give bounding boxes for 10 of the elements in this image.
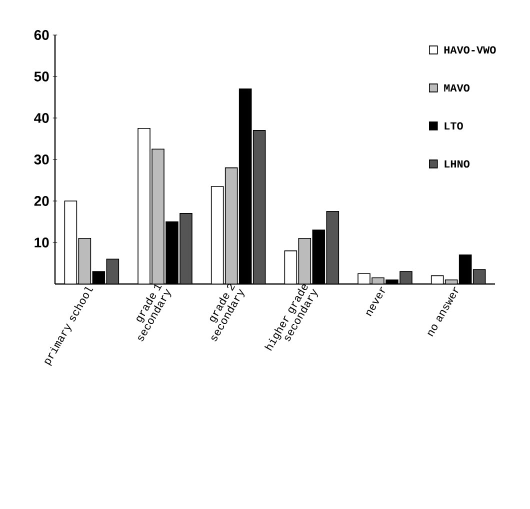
y-tick-label: 30 xyxy=(34,154,49,164)
y-tick-label: 50 xyxy=(34,72,49,82)
y-tick-label: 20 xyxy=(34,196,49,206)
legend-label: LTO xyxy=(444,122,463,130)
legend-label: LHNO xyxy=(444,160,470,168)
y-tick-label: 10 xyxy=(34,238,49,248)
legend-label: HAVO-VWO xyxy=(444,46,496,54)
y-tick-label: 60 xyxy=(34,30,49,40)
legend-label: MAVO xyxy=(444,84,470,92)
y-tick-label: 40 xyxy=(34,113,49,123)
